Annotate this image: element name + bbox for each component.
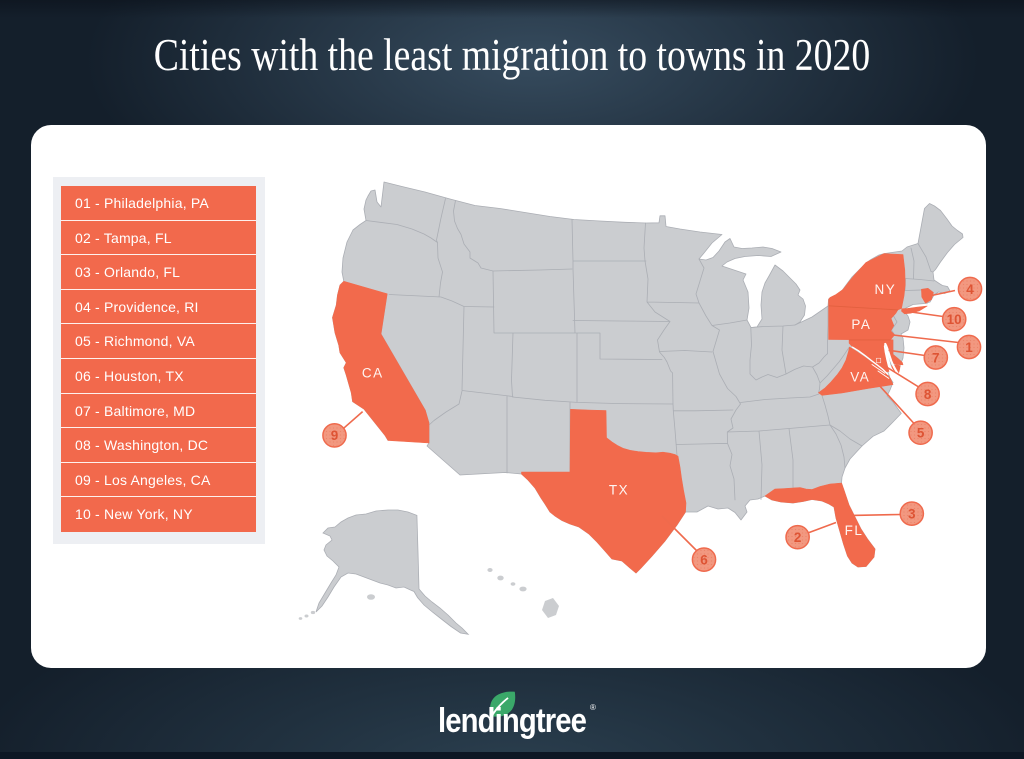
svg-text:6: 6	[700, 552, 708, 567]
svg-text:FL: FL	[845, 523, 864, 538]
svg-text:TX: TX	[609, 483, 629, 498]
svg-text:5: 5	[917, 426, 925, 441]
svg-text:®: ®	[590, 703, 596, 712]
svg-text:lendingtree: lendingtree	[438, 701, 586, 740]
svg-text:NY: NY	[875, 282, 897, 297]
svg-text:PA: PA	[851, 317, 871, 332]
svg-text:VA: VA	[850, 370, 870, 385]
svg-text:CA: CA	[362, 366, 384, 381]
svg-text:4: 4	[966, 282, 974, 297]
svg-text:2: 2	[794, 530, 802, 545]
svg-text:10: 10	[947, 312, 962, 327]
svg-text:3: 3	[908, 506, 916, 521]
svg-text:7: 7	[932, 350, 940, 365]
svg-text:9: 9	[331, 428, 339, 443]
svg-text:8: 8	[924, 387, 932, 402]
svg-text:1: 1	[965, 340, 973, 355]
